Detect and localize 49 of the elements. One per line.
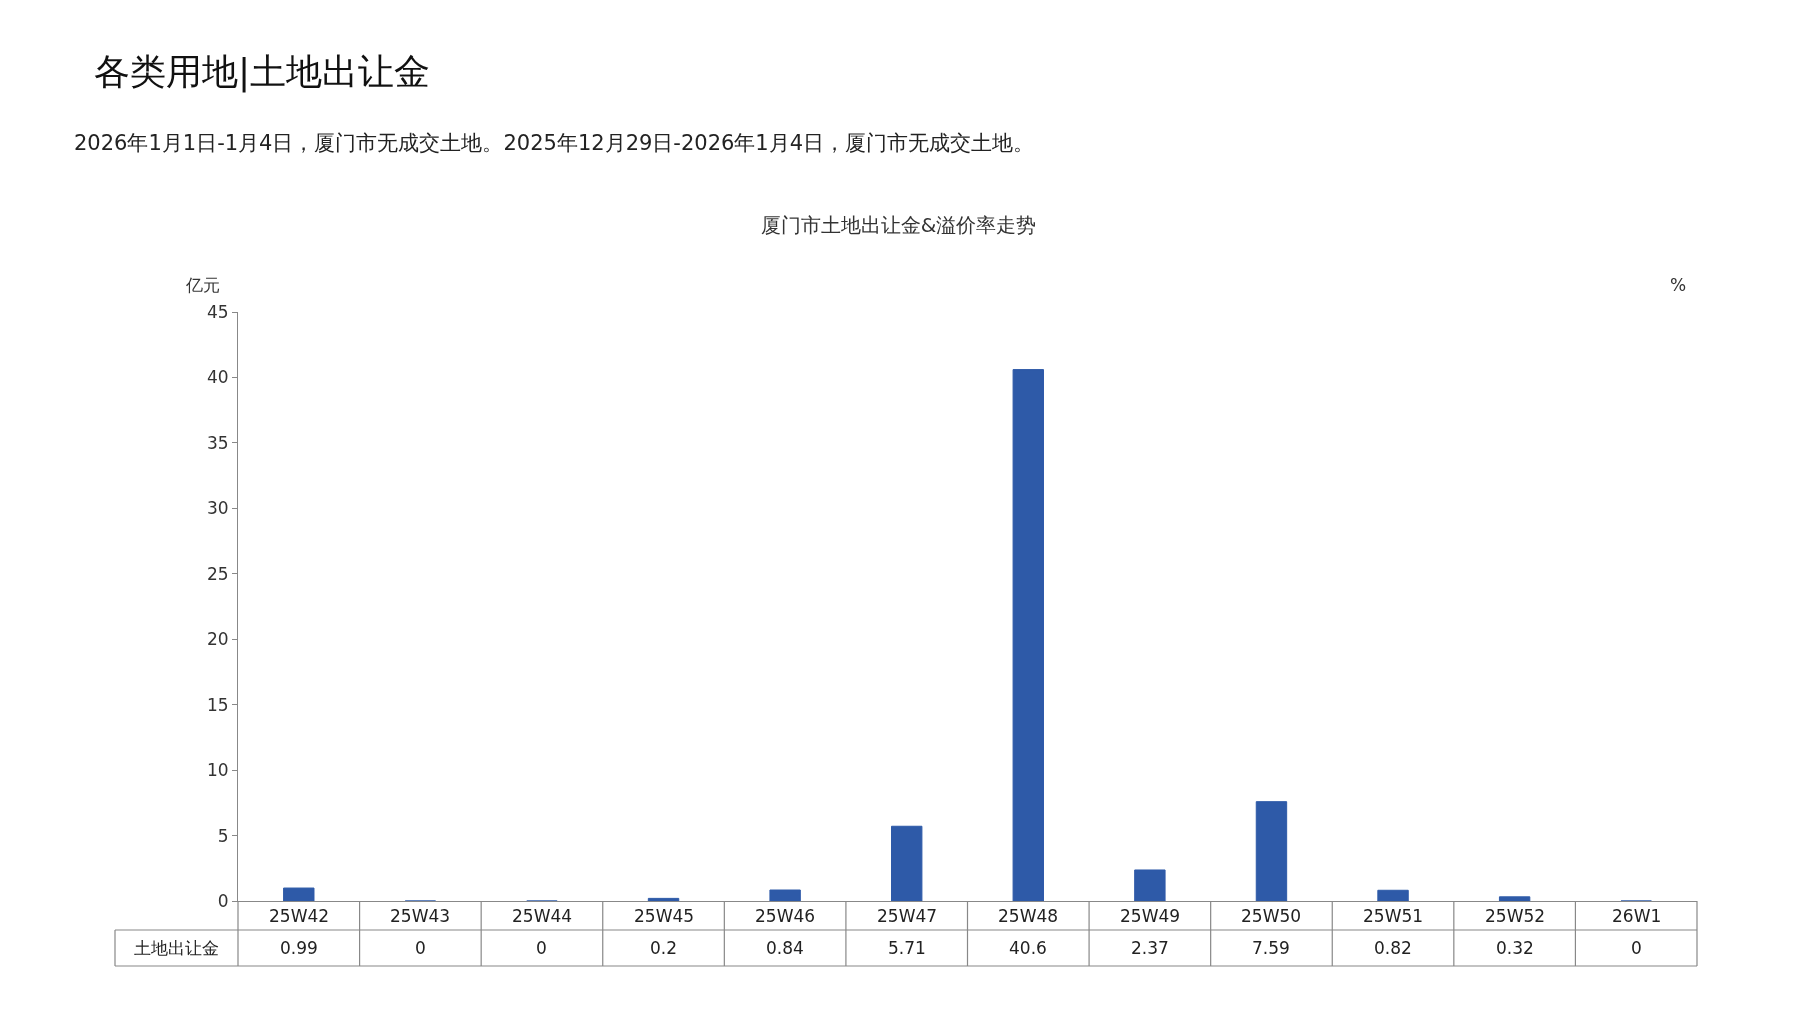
data-label: 2.37	[1131, 938, 1169, 958]
x-tick-label: 25W52	[1485, 906, 1546, 926]
bar	[283, 887, 315, 901]
data-label: 7.59	[1252, 938, 1290, 958]
x-tick-label: 25W51	[1363, 906, 1424, 926]
chart-title: 厦门市土地出让金&溢价率走势	[760, 213, 1037, 237]
data-label: 0	[415, 938, 426, 958]
y-axis-title: 亿元	[185, 275, 220, 295]
x-tick-label: 25W48	[998, 906, 1059, 926]
x-tick-label: 25W49	[1120, 906, 1181, 926]
y2-axis-title: %	[1670, 275, 1687, 295]
y-tick-label: 25	[206, 563, 229, 584]
data-label: 0	[1631, 938, 1642, 958]
bar	[1498, 896, 1531, 901]
data-label: 0.82	[1374, 938, 1412, 958]
bar	[647, 897, 680, 901]
x-tick-label: 25W43	[390, 906, 451, 926]
y-tick-label: 35	[206, 432, 229, 453]
bar	[1255, 801, 1288, 901]
data-label: 0.32	[1496, 938, 1534, 958]
y-tick-label: 10	[206, 760, 229, 781]
data-label: 0.84	[766, 938, 804, 958]
x-tick-label: 25W46	[755, 906, 816, 926]
x-tick-label: 25W47	[877, 906, 938, 926]
x-tick-label: 26W1	[1612, 906, 1662, 926]
text: 2026年1月1日-1月4日，厦门市无成交土地。2025年12月29日-2026年1月4日，厦门市无成交土地。	[74, 131, 1035, 155]
x-tick-label: 25W44	[512, 906, 573, 926]
y-tick-label: 45	[206, 301, 229, 322]
text: 各类用地|土地出让金	[94, 51, 431, 93]
bar	[769, 889, 801, 901]
data-label: 0.99	[280, 938, 318, 958]
y-tick-label: 0	[217, 890, 229, 911]
bar	[1012, 369, 1044, 901]
bar	[1134, 869, 1166, 901]
text: 土地出让金	[134, 938, 219, 958]
bar	[891, 825, 923, 901]
x-tick-label: 25W42	[269, 906, 330, 926]
data-label: 5.71	[888, 938, 926, 958]
data-label: 0.2	[650, 938, 678, 958]
y-tick-label: 40	[206, 367, 229, 388]
y-tick-label: 5	[217, 825, 229, 846]
y-tick-label: 20	[206, 629, 229, 650]
x-tick-label: 25W45	[634, 906, 695, 926]
x-tick-label: 25W50	[1241, 906, 1302, 926]
data-label: 0	[536, 938, 547, 958]
data-label: 40.6	[1009, 938, 1047, 958]
y-tick-label: 30	[206, 498, 229, 519]
y-tick-label: 15	[206, 694, 229, 715]
bar	[1377, 889, 1409, 901]
